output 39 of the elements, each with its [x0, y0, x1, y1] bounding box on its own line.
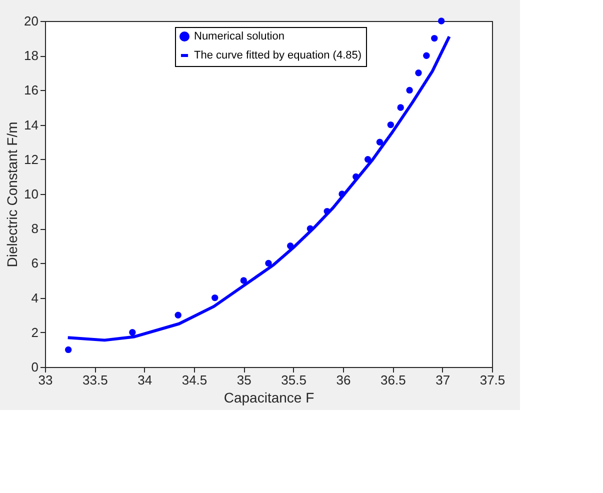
- y-tick-label: 14: [24, 117, 38, 132]
- point: [376, 138, 384, 146]
- x-tick-label: 33: [38, 372, 53, 388]
- point: [438, 18, 445, 24]
- point: [415, 70, 422, 76]
- x-tick-label: 37: [436, 372, 450, 388]
- legend-label: The curve fitted by equation (4.85): [194, 50, 362, 62]
- point: [387, 121, 394, 128]
- y-tick-label: 16: [24, 82, 38, 98]
- point: [129, 329, 136, 336]
- point: [240, 277, 248, 284]
- y-axis-title: Dielectric Constant F/m: [4, 122, 20, 268]
- point: [265, 260, 272, 267]
- point: [423, 52, 430, 59]
- y-tick-label: 6: [31, 256, 38, 271]
- x-tick-label: 36: [336, 372, 351, 388]
- y-tick-label: 12: [24, 152, 38, 167]
- point: [431, 34, 438, 42]
- x-tick-label: 35.5: [281, 372, 306, 388]
- x-tick-label: 37.5: [480, 372, 506, 388]
- point: [212, 294, 218, 302]
- y-tick-label: 8: [31, 221, 38, 236]
- point: [397, 104, 404, 111]
- point: [64, 346, 72, 354]
- point: [406, 86, 413, 94]
- x-axis-title: Capacitance F: [224, 390, 314, 406]
- x-tick-label: 34.5: [182, 372, 208, 388]
- y-tick-label: 20: [24, 14, 38, 28]
- y-tick-label: 0: [31, 360, 38, 374]
- legend-label: Numerical solution: [194, 30, 284, 42]
- x-tick-label: 33.5: [82, 372, 108, 388]
- y-tick-label: 18: [24, 48, 38, 64]
- x-tick-label: 36.5: [380, 372, 406, 388]
- y-tick-label: 4: [31, 290, 38, 306]
- y-tick-label: 10: [24, 186, 38, 202]
- x-tick-label: 34: [138, 372, 152, 388]
- y-tick-label: 2: [31, 324, 38, 340]
- point: [174, 312, 182, 318]
- x-tick-label: 35: [236, 372, 252, 388]
